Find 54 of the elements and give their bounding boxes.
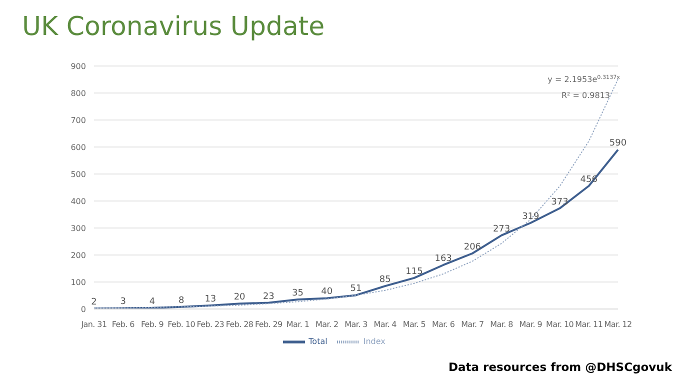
x-tick-label: Mar. 2 xyxy=(316,320,338,329)
line-series xyxy=(93,148,619,309)
data-label: 319 xyxy=(522,212,540,222)
x-tick-label: Mar. 5 xyxy=(402,320,426,329)
annotation: y = 2.1953e$^{0.3137x}$ xyxy=(548,74,621,84)
data-label: 2 xyxy=(91,297,97,308)
x-tick-label: Feb. 6 xyxy=(112,320,135,329)
data-label: 115 xyxy=(406,266,423,277)
y-tick-label: 700 xyxy=(70,116,86,125)
x-tick-label: Mar. 9 xyxy=(519,320,542,329)
x-tick-label: Jan. 31 xyxy=(80,320,107,329)
data-label: 85 xyxy=(379,275,391,286)
data-label: 8 xyxy=(178,296,184,306)
legend-label: Index xyxy=(363,337,386,346)
y-tick-label: 500 xyxy=(70,170,86,179)
y-tick-label: 400 xyxy=(70,196,86,206)
x-tick-label: Mar. 6 xyxy=(432,320,455,329)
data-label: 590 xyxy=(609,138,627,149)
data-label: 13 xyxy=(204,294,216,304)
x-tick-label: Feb. 29 xyxy=(254,320,283,329)
y-tick-label: 0 xyxy=(80,304,86,314)
data-label: 23 xyxy=(262,292,274,302)
y-tick-label: 600 xyxy=(70,142,86,152)
y-tick-label: 900 xyxy=(70,62,86,71)
x-tick-label: Feb. 9 xyxy=(140,320,164,329)
data-label: 40 xyxy=(321,287,333,298)
data-label: 163 xyxy=(434,254,452,264)
y-tick-label: 300 xyxy=(70,224,86,233)
x-tick-label: Feb. 23 xyxy=(196,320,224,329)
x-tick-label: Mar. 1 xyxy=(286,320,310,329)
text: Data resources from @DHSCgovuk xyxy=(448,360,672,374)
x-tick-label: Mar. 10 xyxy=(546,320,574,329)
data-label: 35 xyxy=(292,288,304,299)
y-tick-label: 100 xyxy=(70,278,86,287)
x-tick-label: Mar. 8 xyxy=(490,320,514,329)
data-label: 206 xyxy=(464,242,482,252)
x-tick-label: Mar. 12 xyxy=(604,320,632,329)
y-tick-label: 800 xyxy=(70,88,86,98)
data-label: 20 xyxy=(234,292,246,303)
x-tick-label: Mar. 4 xyxy=(374,320,397,329)
annotation: R² = 0.9813 xyxy=(561,91,610,100)
data-label: 373 xyxy=(551,197,568,208)
x-tick-label: Mar. 3 xyxy=(344,320,368,329)
x-tick-label: Feb. 28 xyxy=(226,320,254,329)
data-label: 273 xyxy=(492,224,510,234)
data-label: 51 xyxy=(350,284,362,294)
data-label: 4 xyxy=(149,296,156,307)
x-tick-label: Mar. 7 xyxy=(461,320,484,329)
x-tick-label: Feb. 10 xyxy=(168,320,196,329)
legend-label: Total xyxy=(308,337,328,346)
chart-title: UK Coronavirus Update xyxy=(22,12,325,42)
data-label: 3 xyxy=(120,297,126,308)
x-tick-label: Mar. 11 xyxy=(575,320,603,329)
y-tick-label: 200 xyxy=(70,250,86,260)
